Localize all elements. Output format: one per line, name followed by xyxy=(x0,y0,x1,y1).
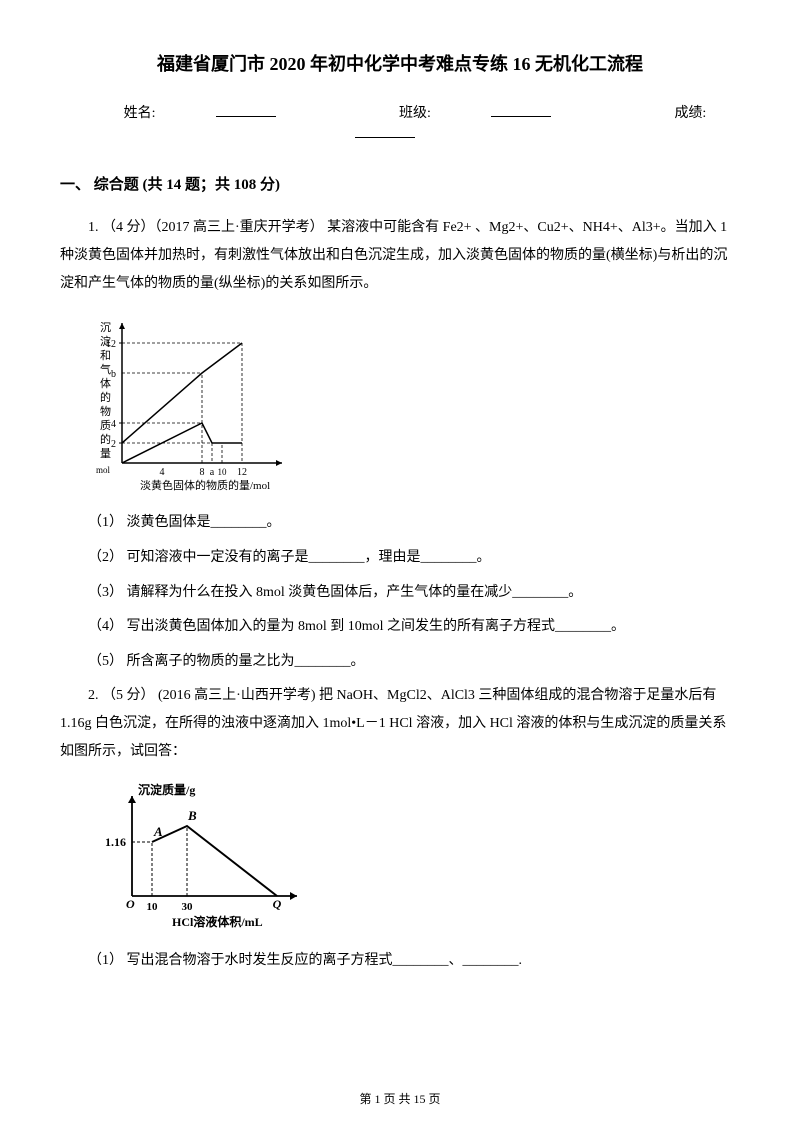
q1-sub5: （5） 所含离子的物质的量之比为________。 xyxy=(88,647,740,678)
svg-text:的: 的 xyxy=(100,432,111,446)
class-label: 班级: xyxy=(369,106,581,121)
name-label: 姓名: xyxy=(94,106,306,121)
svg-text:HCl溶液体积/mL: HCl溶液体积/mL xyxy=(172,914,263,929)
svg-text:mol: mol xyxy=(96,465,111,475)
svg-text:10: 10 xyxy=(218,467,228,477)
svg-text:气: 气 xyxy=(100,362,111,376)
svg-text:8: 8 xyxy=(200,467,205,478)
q1-sub4: （4） 写出淡黄色固体加入的量为 8mol 到 10mol 之间发生的所有离子方… xyxy=(88,612,740,643)
svg-text:淀: 淀 xyxy=(100,334,111,348)
svg-text:淡黄色固体的物质的量/mol: 淡黄色固体的物质的量/mol xyxy=(140,478,270,492)
svg-text:12: 12 xyxy=(237,467,247,478)
svg-text:沉淀质量/g: 沉淀质量/g xyxy=(138,782,195,797)
page-title: 福建省厦门市 2020 年初中化学中考难点专练 16 无机化工流程 xyxy=(60,50,740,76)
svg-text:1.16: 1.16 xyxy=(105,835,126,849)
q2-sub1: （1） 写出混合物溶于水时发生反应的离子方程式________、________… xyxy=(88,946,740,977)
svg-text:b: b xyxy=(111,369,116,380)
svg-text:量: 量 xyxy=(100,447,111,460)
svg-text:物: 物 xyxy=(100,404,111,418)
svg-text:2: 2 xyxy=(111,439,116,450)
q1-stem: 1. （4 分）（2017 高三上·重庆开学考） 某溶液中可能含有 Fe2+ 、… xyxy=(60,214,740,298)
page-footer: 第 1 页 共 15 页 xyxy=(0,1090,800,1107)
chart2-container: 沉淀质量/g 1.16 O 10 30 Q A B HCl溶液体积/mL xyxy=(92,781,740,931)
svg-text:10: 10 xyxy=(147,901,159,913)
q1-sub2: （2） 可知溶液中一定没有的离子是________，理由是________。 xyxy=(88,543,740,574)
svg-text:A: A xyxy=(153,824,163,839)
chart1-svg: 2 4 b 12 4 8 a 10 12 沉 xyxy=(92,313,302,493)
svg-text:4: 4 xyxy=(111,419,116,430)
svg-text:30: 30 xyxy=(182,901,194,913)
chart2-svg: 沉淀质量/g 1.16 O 10 30 Q A B HCl溶液体积/mL xyxy=(92,781,312,931)
svg-text:和: 和 xyxy=(100,349,111,362)
section-header: 一、 综合题 (共 14 题；共 108 分) xyxy=(60,173,740,194)
svg-text:B: B xyxy=(187,808,197,823)
svg-text:Q: Q xyxy=(273,897,282,911)
svg-text:质: 质 xyxy=(100,419,111,432)
svg-text:沉: 沉 xyxy=(100,321,111,334)
q1-sub3: （3） 请解释为什么在投入 8mol 淡黄色固体后，产生气体的量在减少_____… xyxy=(88,578,740,609)
svg-text:4: 4 xyxy=(160,467,165,478)
svg-text:体: 体 xyxy=(100,376,111,390)
svg-text:O: O xyxy=(126,897,135,911)
svg-text:a: a xyxy=(210,467,215,478)
info-row: 姓名: 班级: 成绩: xyxy=(60,101,740,143)
svg-text:的: 的 xyxy=(100,390,111,404)
q1-sub1: （1） 淡黄色固体是________。 xyxy=(88,508,740,539)
q2-stem: 2. （5 分） (2016 高三上·山西开学考) 把 NaOH、MgCl2、A… xyxy=(60,682,740,766)
chart1-container: 2 4 b 12 4 8 a 10 12 沉 xyxy=(92,313,740,493)
